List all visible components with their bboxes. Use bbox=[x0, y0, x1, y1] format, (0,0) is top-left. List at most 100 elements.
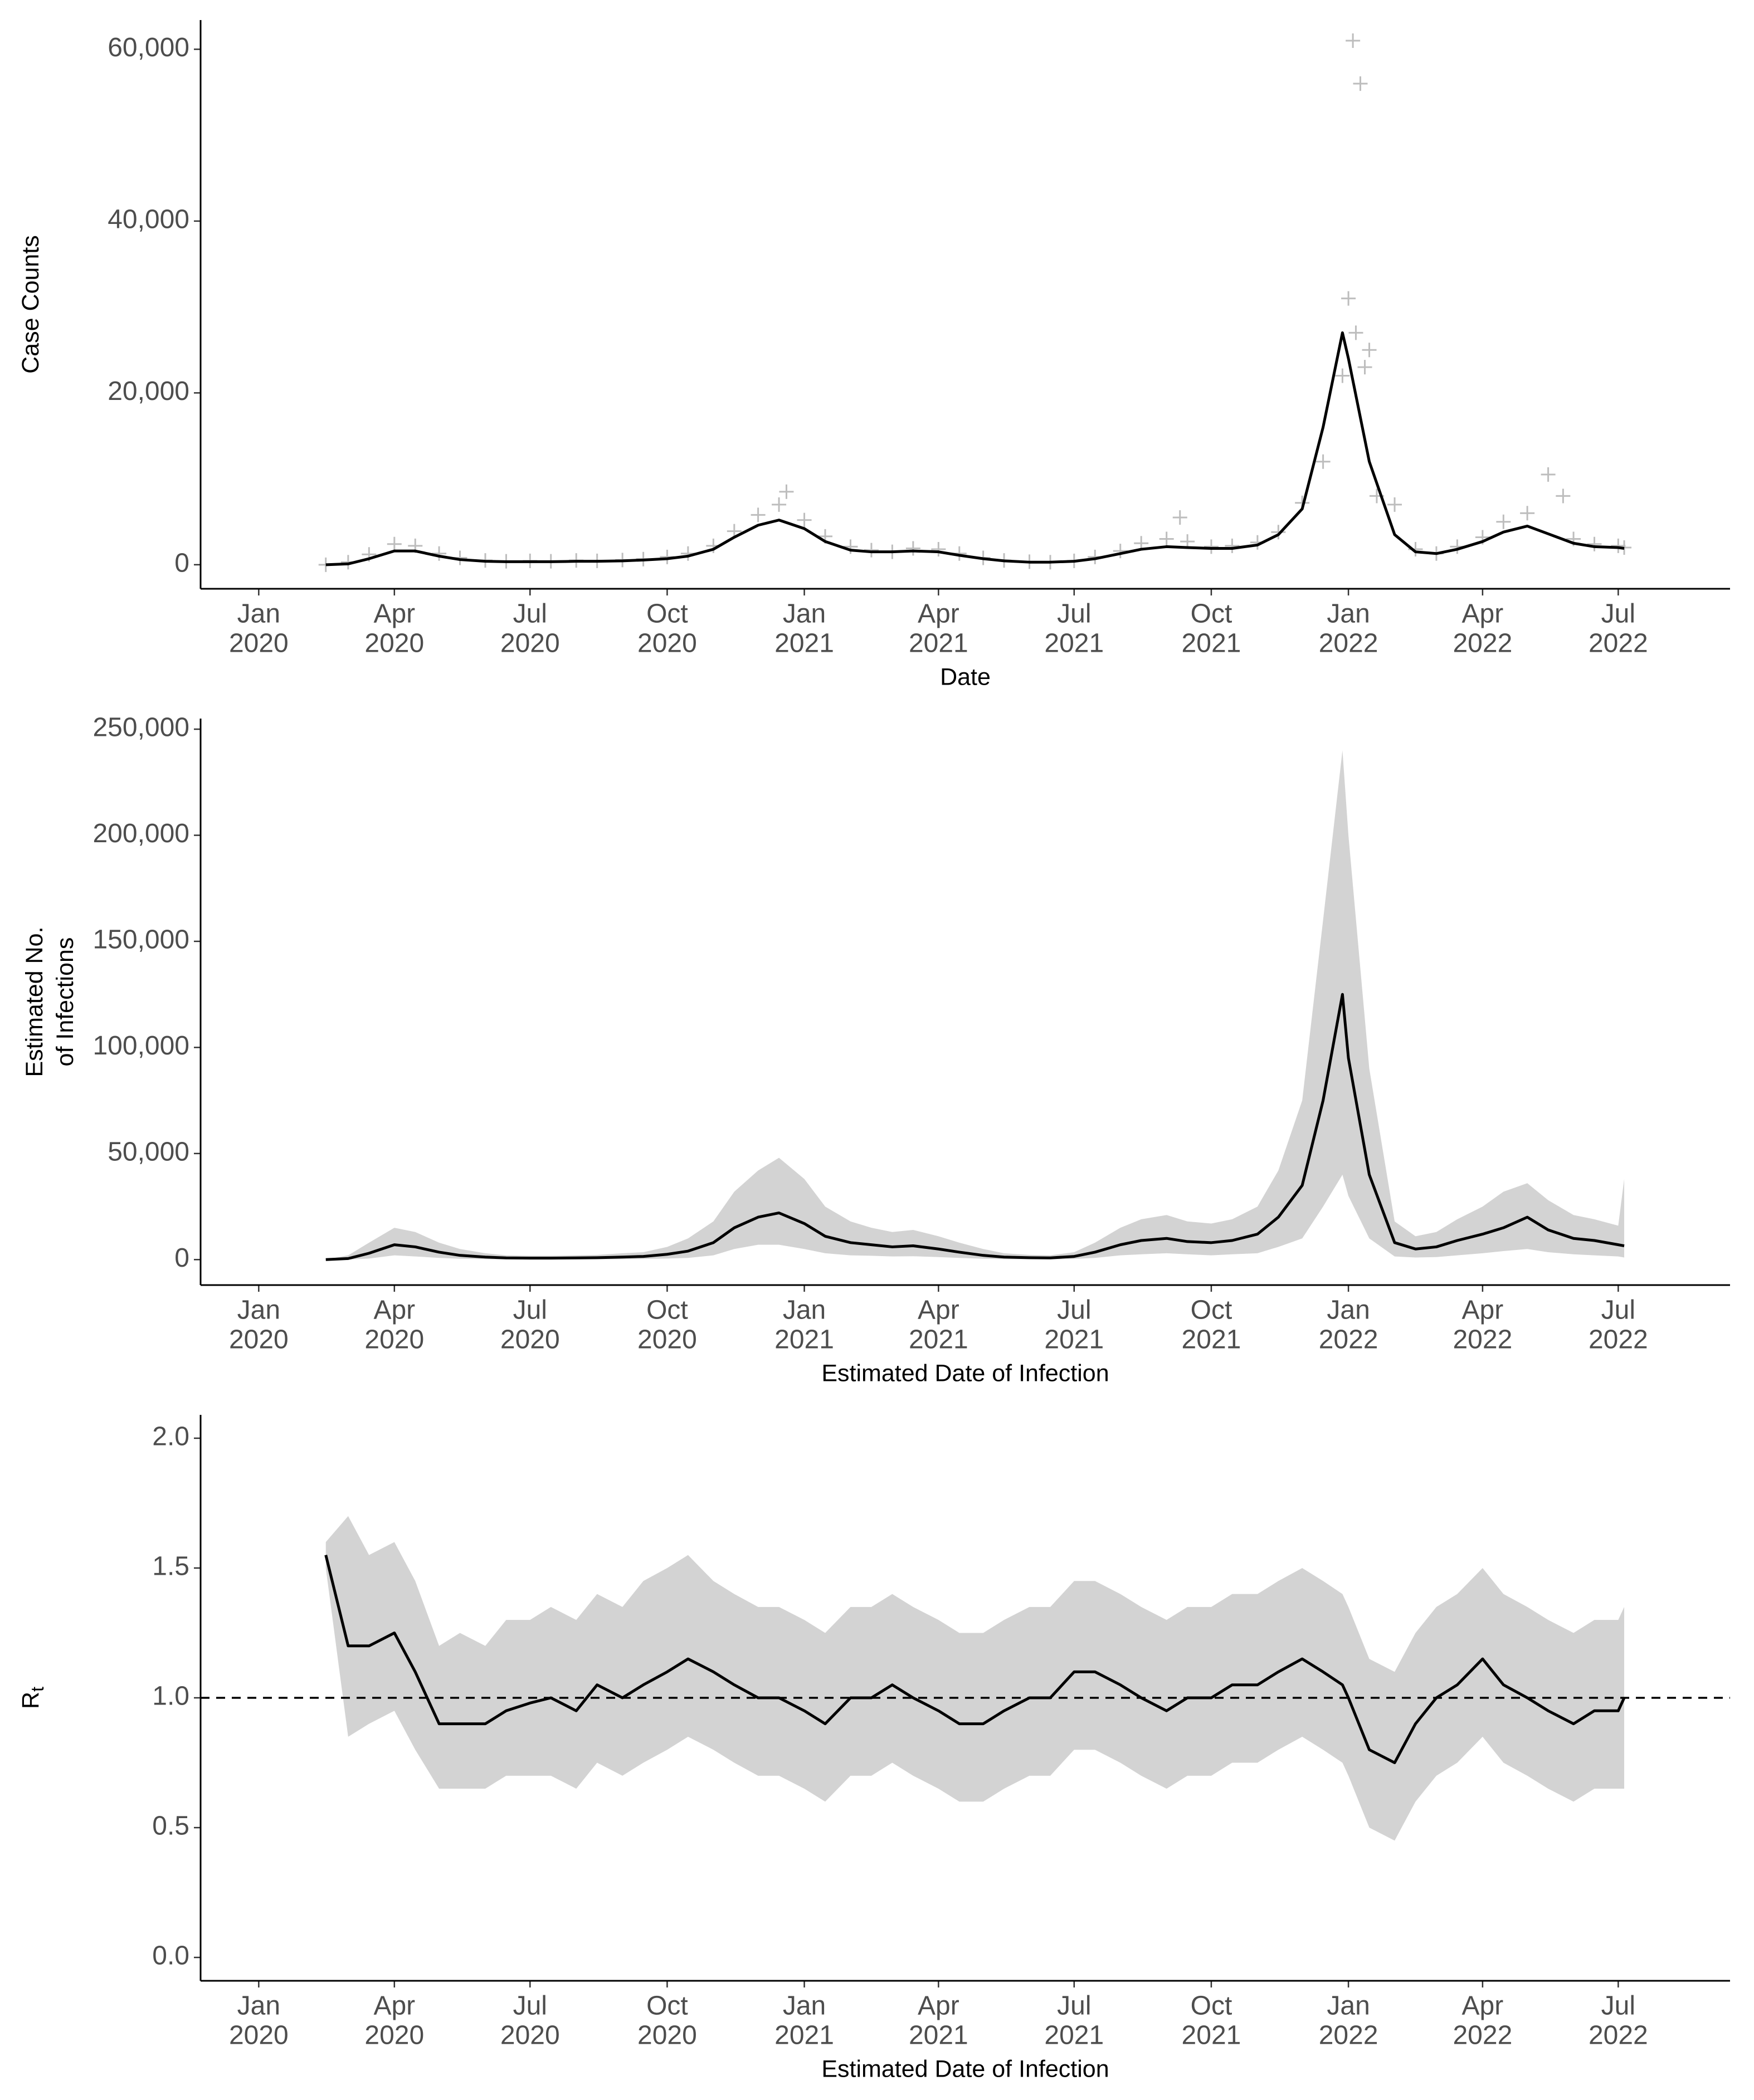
ci-band bbox=[325, 1516, 1625, 1841]
y-axis-title: Rt bbox=[17, 1687, 47, 1709]
x-tick-label: Oct bbox=[646, 599, 688, 629]
x-tick-label: 2020 bbox=[500, 629, 560, 658]
y-axis-title-text: R bbox=[17, 1692, 44, 1709]
x-tick-label: Jul bbox=[1057, 599, 1091, 629]
x-tick-label: Jan bbox=[783, 1296, 826, 1325]
y-axis-title: Estimated No. bbox=[21, 926, 48, 1077]
x-tick-label: 2022 bbox=[1589, 2021, 1648, 2050]
x-tick-label: Jul bbox=[1057, 1991, 1091, 2021]
case-point bbox=[751, 507, 766, 522]
y-tick-label: 0.5 bbox=[152, 1811, 189, 1841]
x-axis-title: Estimated Date of Infection bbox=[821, 2055, 1109, 2082]
y-axis-title: Case Counts bbox=[17, 235, 44, 374]
x-tick-label: Jul bbox=[513, 1991, 547, 2021]
case-point bbox=[1346, 33, 1361, 48]
x-tick-label: 2022 bbox=[1453, 1325, 1512, 1355]
x-tick-label: 2021 bbox=[1182, 1325, 1241, 1355]
x-axis-title: Estimated Date of Infection bbox=[821, 1360, 1109, 1386]
case-point bbox=[905, 541, 920, 556]
x-tick-label: Jan bbox=[783, 599, 826, 629]
x-tick-label: Jul bbox=[1057, 1296, 1091, 1325]
x-tick-label: 2020 bbox=[637, 2021, 697, 2050]
case-point bbox=[387, 536, 402, 551]
y-axis-title: of Infections bbox=[52, 937, 79, 1067]
x-tick-label: Apr bbox=[373, 1991, 415, 2021]
case-point bbox=[1556, 489, 1571, 504]
y-tick-label: 200,000 bbox=[92, 819, 189, 848]
x-tick-label: Apr bbox=[918, 1296, 959, 1325]
case-point bbox=[1172, 510, 1187, 525]
case-point bbox=[1353, 76, 1368, 91]
x-tick-label: 2022 bbox=[1589, 629, 1648, 658]
x-tick-label: Jan bbox=[237, 599, 280, 629]
case-point bbox=[1520, 506, 1535, 521]
plot-area bbox=[324, 1516, 1626, 1841]
x-tick-label: Jan bbox=[1327, 1991, 1370, 2021]
x-tick-label: 2021 bbox=[1044, 1325, 1104, 1355]
plot-area bbox=[318, 33, 1632, 572]
x-tick-label: Apr bbox=[373, 599, 415, 629]
x-tick-label: 2021 bbox=[1182, 2021, 1241, 2050]
x-tick-label: Oct bbox=[646, 1991, 688, 2021]
y-axis-title-subscript: t bbox=[27, 1687, 47, 1692]
x-tick-label: 2021 bbox=[909, 629, 968, 658]
x-tick-label: 2020 bbox=[637, 1325, 697, 1355]
x-tick-label: Jan bbox=[1327, 599, 1370, 629]
case-point bbox=[1113, 544, 1128, 559]
series-line bbox=[325, 993, 1625, 1261]
x-tick-label: 2020 bbox=[364, 629, 424, 658]
case-point bbox=[1357, 360, 1372, 375]
x-tick-label: Jan bbox=[237, 1991, 280, 2021]
x-axis-title: Date bbox=[940, 663, 991, 690]
case-point bbox=[1362, 343, 1377, 358]
x-tick-label: Apr bbox=[1462, 1991, 1504, 2021]
case-point bbox=[797, 512, 812, 528]
x-tick-label: Jul bbox=[513, 599, 547, 629]
y-tick-label: 1.5 bbox=[152, 1552, 189, 1581]
x-tick-label: 2020 bbox=[637, 629, 697, 658]
y-tick-label: 100,000 bbox=[92, 1031, 189, 1061]
x-tick-label: 2021 bbox=[774, 629, 834, 658]
x-tick-label: 2020 bbox=[364, 1325, 424, 1355]
y-tick-label: 2.0 bbox=[152, 1422, 189, 1452]
y-tick-label: 150,000 bbox=[92, 925, 189, 955]
x-tick-label: 2021 bbox=[1044, 629, 1104, 658]
x-tick-label: Apr bbox=[1462, 599, 1504, 629]
x-tick-label: 2021 bbox=[1044, 2021, 1104, 2050]
case-point bbox=[1335, 368, 1350, 383]
y-axis-title-text: Case Counts bbox=[17, 235, 44, 374]
case-point bbox=[1541, 467, 1556, 482]
x-tick-label: Oct bbox=[646, 1296, 688, 1325]
series-line bbox=[325, 331, 1625, 566]
case-point bbox=[1496, 514, 1511, 529]
x-tick-label: 2020 bbox=[364, 2021, 424, 2050]
case-point bbox=[1204, 539, 1219, 554]
x-tick-label: Apr bbox=[918, 1991, 959, 2021]
y-tick-label: 1.0 bbox=[152, 1682, 189, 1711]
case-point bbox=[1225, 538, 1240, 553]
x-tick-label: Jan bbox=[1327, 1296, 1370, 1325]
x-tick-label: 2022 bbox=[1319, 1325, 1378, 1355]
x-tick-label: 2021 bbox=[774, 2021, 834, 2050]
y-tick-label: 0.0 bbox=[152, 1941, 189, 1971]
x-tick-label: 2022 bbox=[1319, 629, 1378, 658]
x-tick-label: Apr bbox=[373, 1296, 415, 1325]
x-tick-label: 2021 bbox=[909, 1325, 968, 1355]
y-tick-label: 40,000 bbox=[108, 205, 189, 235]
case-point bbox=[779, 484, 794, 499]
x-tick-label: 2020 bbox=[500, 2021, 560, 2050]
x-tick-label: 2020 bbox=[229, 629, 289, 658]
x-tick-label: 2021 bbox=[909, 2021, 968, 2050]
x-tick-label: Jul bbox=[1601, 1296, 1635, 1325]
x-tick-label: 2022 bbox=[1453, 629, 1512, 658]
case-point bbox=[772, 497, 787, 512]
x-tick-label: Jan bbox=[783, 1991, 826, 2021]
y-tick-label: 0 bbox=[174, 548, 189, 578]
x-tick-label: 2021 bbox=[774, 1325, 834, 1355]
case-point bbox=[1587, 536, 1602, 551]
x-tick-label: Jul bbox=[1601, 1991, 1635, 2021]
x-tick-label: Apr bbox=[918, 599, 959, 629]
x-tick-label: Oct bbox=[1191, 1991, 1232, 2021]
x-tick-label: 2022 bbox=[1589, 1325, 1648, 1355]
